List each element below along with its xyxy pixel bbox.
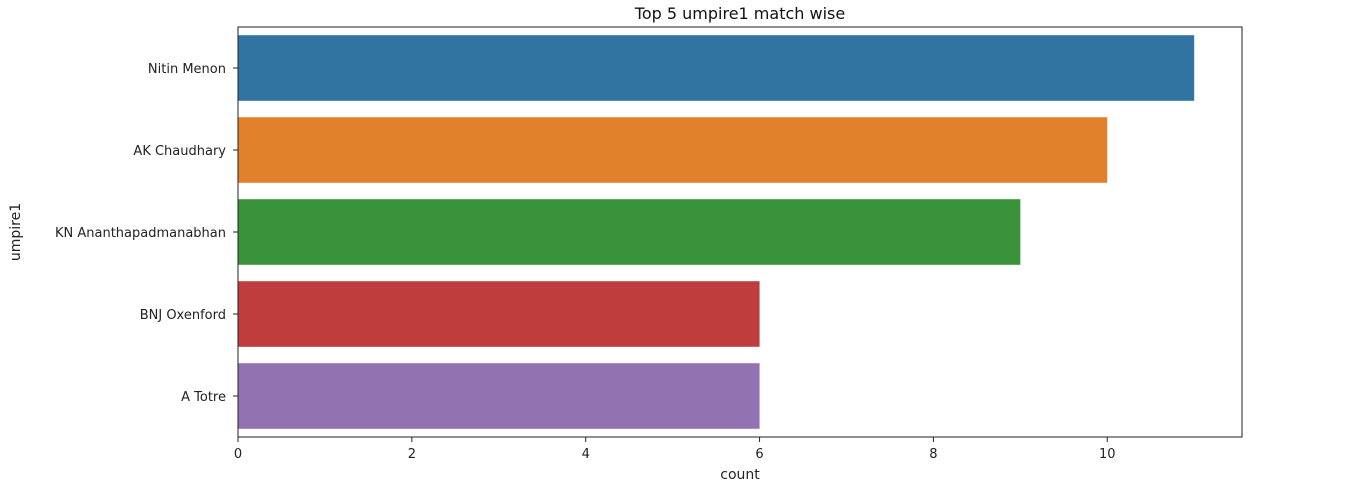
y-axis-label: umpire1 (8, 203, 24, 261)
y-tick-label: BNJ Oxenford (140, 308, 226, 323)
x-tick-label: 4 (582, 447, 590, 462)
y-tick-label: Nitin Menon (148, 62, 226, 77)
bars-group (238, 35, 1195, 429)
chart-title: Top 5 umpire1 match wise (634, 4, 845, 23)
x-tick-label: 8 (929, 447, 937, 462)
y-tick-label: KN Ananthapadmanabhan (55, 226, 226, 241)
x-tick-label: 0 (234, 447, 242, 462)
x-tick-label: 2 (408, 447, 416, 462)
x-tick-label: 6 (755, 447, 763, 462)
y-tick-label: AK Chaudhary (133, 144, 226, 159)
bar-bnj-oxenford (238, 281, 760, 347)
x-axis-label: count (720, 467, 760, 483)
bar-kn-ananthapadmanabhan (238, 199, 1021, 265)
y-axis-ticks: Nitin Menon AK Chaudhary KN Ananthapadmana… (55, 62, 238, 405)
bar-a-totre (238, 363, 760, 429)
bar-nitin-menon (238, 35, 1195, 101)
bar-ak-chaudhary (238, 117, 1108, 183)
y-tick-label: A Totre (181, 390, 226, 405)
x-axis-ticks: 0 2 4 6 8 10 (234, 437, 1116, 462)
x-tick-label: 10 (1099, 447, 1116, 462)
